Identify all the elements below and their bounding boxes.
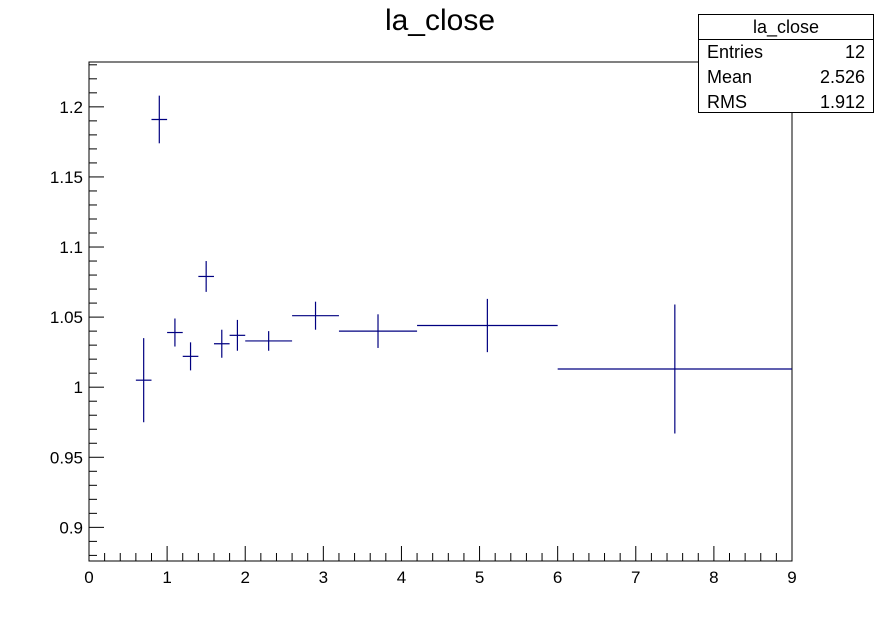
x-tick-label: 6 [553, 568, 562, 587]
data-point [338, 314, 418, 348]
y-tick-label: 1 [74, 378, 83, 397]
stats-label: Mean [707, 67, 753, 87]
axis-ticks [88, 64, 793, 561]
data-point [213, 329, 230, 358]
x-tick-label: 5 [475, 568, 484, 587]
data-point [417, 298, 558, 353]
x-tick-label: 9 [787, 568, 796, 587]
data-point [229, 319, 246, 351]
x-tick-label: 7 [631, 568, 640, 587]
y-tick-label: 0.9 [59, 518, 83, 537]
y-tick-label: 1.05 [50, 308, 83, 327]
plot-frame [88, 61, 793, 562]
data-point [245, 331, 293, 351]
data-point [292, 301, 339, 330]
stats-value: 1.912 [819, 92, 865, 112]
y-tick-label: 0.95 [50, 448, 83, 467]
y-tick-label: 1.1 [59, 238, 83, 257]
data-point [182, 342, 199, 371]
data-point [557, 304, 792, 434]
x-tick-label: 0 [84, 568, 93, 587]
x-tick-label: 4 [397, 568, 406, 587]
stats-label: RMS [707, 92, 747, 112]
stats-value: 2.526 [819, 67, 865, 87]
y-tick-label: 1.15 [50, 168, 83, 187]
stats-box: la_close Entries 12 Mean 2.526 RMS 1.912 [698, 14, 874, 113]
stats-row-entries: Entries 12 [699, 40, 873, 65]
stats-label: Entries [707, 42, 764, 62]
data-points [135, 95, 792, 434]
data-point [198, 261, 214, 292]
x-tick-label: 8 [709, 568, 718, 587]
stats-row-mean: Mean 2.526 [699, 65, 873, 90]
stats-title: la_close [699, 15, 873, 40]
stats-value: 12 [844, 42, 865, 62]
axis-tick-labels: 0 1 2 3 4 5 6 7 8 9 0.9 0.95 1 1.05 1.1 1.15 1.2 [50, 98, 797, 587]
x-tick-label: 3 [319, 568, 328, 587]
x-tick-label: 2 [240, 568, 249, 587]
data-point [151, 95, 168, 144]
data-point [135, 338, 152, 423]
chart-title: la_close [384, 4, 496, 37]
data-point [167, 318, 183, 347]
stats-row-rms: RMS 1.912 [699, 90, 873, 115]
x-tick-label: 1 [162, 568, 171, 587]
y-tick-label: 1.2 [59, 98, 83, 117]
